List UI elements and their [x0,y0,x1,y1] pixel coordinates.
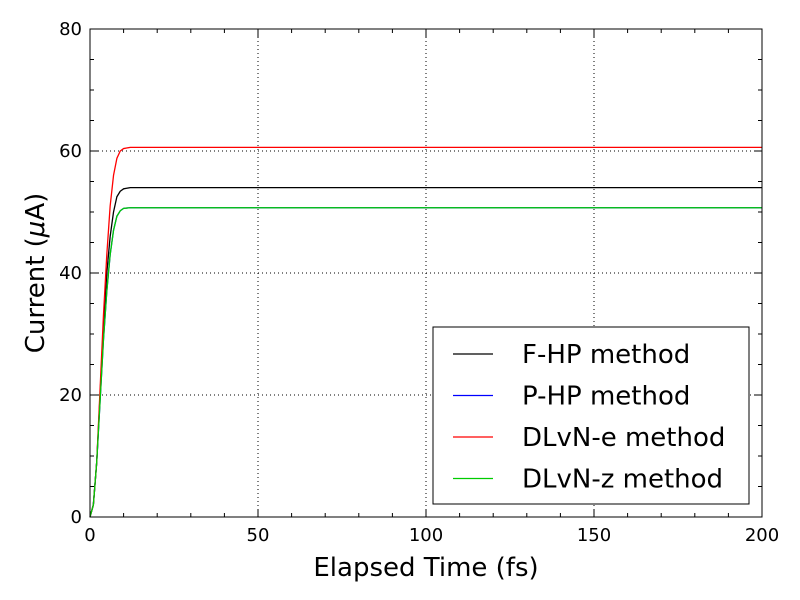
legend-label: F-HP method [522,340,690,370]
ticks: 0 50 100 150 200 0 20 40 60 80 [59,19,779,546]
y-axis-label-suffix: A) [21,193,51,221]
y-axis-label-symbol: μ [21,221,51,239]
x-tick-label: 200 [745,525,779,546]
series-line-dlvn-z-method [89,207,762,518]
y-tick-label: 40 [59,263,82,284]
y-tick-label: 20 [59,385,82,406]
legend-label: P-HP method [522,382,690,412]
legend-label: DLvN-z method [522,465,723,495]
y-tick-label: 0 [71,507,82,528]
x-tick-label: 100 [409,525,443,546]
x-tick-label: 150 [577,525,611,546]
y-tick-label: 80 [59,19,82,40]
legend: F-HP method P-HP method DLvN-e method DLvN-… [432,326,750,505]
x-tick-label: 0 [84,525,95,546]
y-tick-label: 60 [59,141,82,162]
x-tick-label: 50 [247,525,270,546]
x-axis-label: Elapsed Time (fs) [313,553,538,583]
y-axis-label: Current (μA) [21,193,51,354]
legend-box [432,326,750,505]
legend-label: DLvN-e method [522,423,725,453]
y-axis-label-prefix: Current ( [21,237,51,353]
series-group [89,146,762,518]
